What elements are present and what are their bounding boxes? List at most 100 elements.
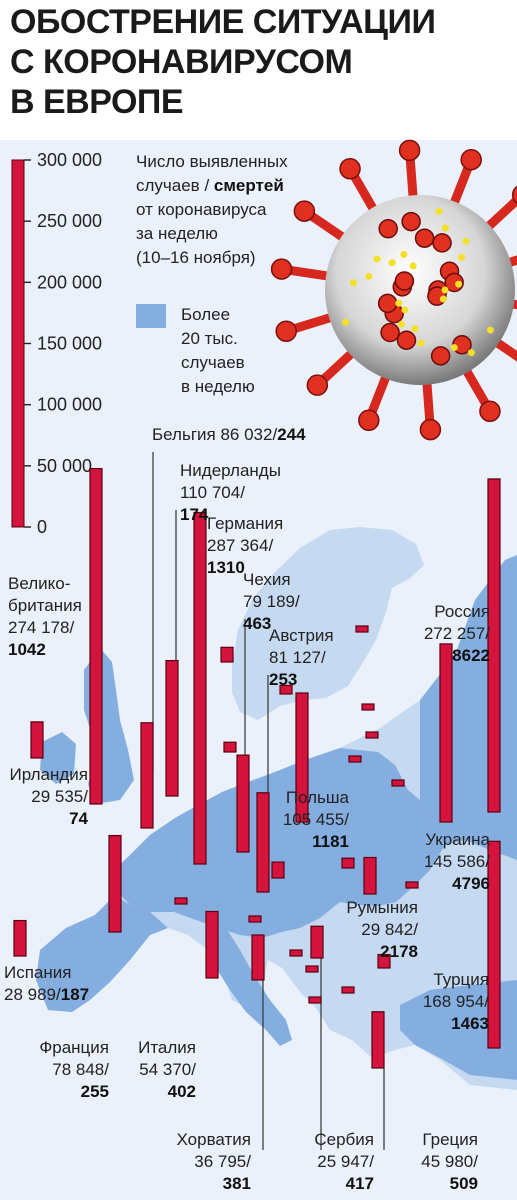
deaths-value: 417 [346,1174,374,1193]
bar-small-country [279,684,293,695]
bar-small-country [405,881,419,889]
scale-tick-label: 100 000 [37,395,102,415]
label-text: Ирландия [10,765,88,784]
country-label: Германия 287 364/1310 [207,514,283,577]
virus-spike [502,298,517,310]
deaths-value: 402 [168,1082,196,1101]
virus-surface-protein [378,219,398,239]
label-text: Австрия [269,626,334,645]
bar-small-country [220,646,234,663]
virus-particle [450,344,458,352]
virus-particle [441,286,449,294]
bar-Россия [487,478,501,813]
country-label: Бельгия 86 032/244 [152,425,306,444]
coronavirus-illustration [270,139,517,441]
label-text: Италия [138,1038,196,1057]
label-text: Греция [422,1130,478,1149]
label-text: 29 842/ [361,920,418,939]
label-text: 29 535/ [31,787,88,806]
bar-Сербия [310,925,324,959]
bar-small-country [348,755,362,763]
label-text: 168 954/ [423,992,489,1011]
bar-Италия [205,910,219,979]
virus-spike-head [358,409,380,432]
country-label: Нидерланды 110 704/174 [180,461,281,524]
country-label: Франция 78 848/255 [39,1038,109,1101]
legend: Число выявленных случаев / смертей от ко… [136,152,292,396]
virus-surface-protein [414,228,435,248]
bar-Чехия [236,754,250,853]
country-label: Ирландия 29 535/74 [10,765,89,828]
deaths-value: 1463 [451,1014,489,1033]
label-text: 110 704/ [180,483,245,502]
country-label: Хорватия 36 795/381 [177,1130,252,1193]
legend-line: случаев / [136,176,214,195]
virus-spike-head [306,374,329,396]
country-label: Испания 28 989/187 [4,963,89,1004]
bar-small-country [305,965,319,973]
bar-Греция [371,1011,385,1069]
bar-Франция [108,834,122,933]
bar-small-country [365,731,379,739]
bar-small-country [341,986,355,994]
legend-line: от коронавируса [136,200,267,219]
virus-surface-protein [430,346,451,366]
scale-tick-label: 250 000 [37,211,102,231]
legend-blue-text: Более 20 тыс. случаев в неделю [181,305,255,396]
label-text: 274 178/ [8,618,74,637]
virus-spike-head [339,157,361,180]
virus-particle [435,207,443,215]
bar-small-country [391,779,405,787]
deaths-value: 244 [277,425,306,444]
label-text: Германия [207,514,283,533]
scale-bar [11,159,25,528]
bar-small-country [174,897,188,905]
land-italy [208,928,292,1046]
deaths-value: 1181 [312,832,349,851]
virus-spike [488,335,517,362]
deaths-value: 253 [269,670,297,689]
label-text: 28 989/ [4,985,61,1004]
virus-particle [388,259,396,267]
bar-Австрия [256,792,270,893]
scale-tick-label: 50 000 [37,456,92,476]
label-text: 54 370/ [139,1060,196,1079]
virus-particle [409,262,417,270]
country-label: Велико-британия 274 178/1042 [8,574,82,659]
label-text: Велико- [8,574,70,593]
bar-Польша [295,692,309,823]
label-text: Испания [4,963,71,982]
legend-description: Число выявленных случаев / смертей от ко… [136,152,292,267]
label-text: 145 586/ [424,852,490,871]
label-text: Турция [433,970,489,989]
label-text: 272 257/ [424,624,490,643]
land-highlight-spain [36,895,168,1012]
deaths-value: 255 [81,1082,109,1101]
bar-small-country [223,741,237,753]
country-label: Турция 168 954/1463 [423,970,489,1033]
legend-line: Число выявленных [136,152,288,171]
legend-blue-swatch [136,304,166,328]
country-label: Греция 45 980/509 [421,1130,478,1193]
label-text: 79 189/ [243,592,300,611]
virus-particle [365,272,373,280]
deaths-value: 509 [450,1174,478,1193]
deaths-value: 187 [61,985,89,1004]
label-text: 81 127/ [269,648,326,667]
bar-small-country [355,625,369,633]
label-text: Россия [434,602,490,621]
label-text: Польша [286,788,350,807]
bars [13,467,501,1069]
bar-small-country [361,703,375,711]
label-text: 45 980/ [421,1152,478,1171]
label-text: Украина [425,830,490,849]
title-line: ОБОСТРЕНИЕ СИТУАЦИИ [10,3,436,41]
country-label: Италия 54 370/402 [138,1038,196,1101]
virus-particle [439,295,447,303]
bar-Бельгия [140,722,154,829]
label-text: 287 364/ [207,536,273,555]
virus-spike [499,255,517,269]
legend-line: (10–16 ноября) [136,248,256,267]
